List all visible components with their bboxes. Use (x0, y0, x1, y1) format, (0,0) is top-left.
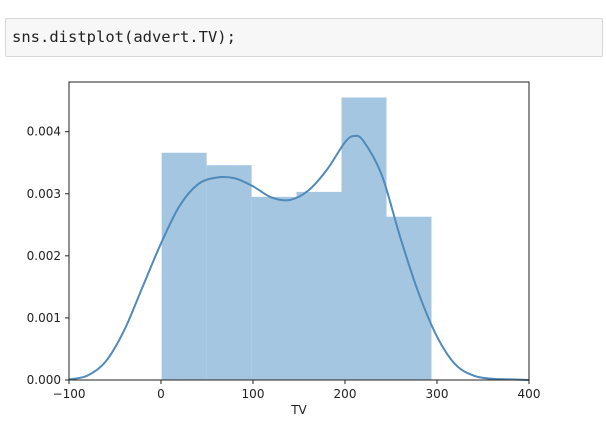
kde-curve (68, 134, 530, 381)
y-tick-label: 0.000 (27, 373, 61, 387)
x-tick-label: 400 (518, 387, 541, 401)
y-tick-label: 0.001 (27, 311, 61, 325)
histogram-bars (161, 97, 432, 381)
x-tick-label: 200 (334, 387, 357, 401)
x-axis-ticks: −100 0 100 200 300 400 (53, 380, 541, 401)
y-axis-ticks: 0.000 0.001 0.002 0.003 0.004 (27, 125, 69, 387)
axes-frame (68, 81, 530, 381)
histogram-bar (251, 196, 297, 380)
code-cell[interactable]: sns.distplot(advert.TV); (5, 18, 603, 57)
histogram-bar (206, 165, 252, 380)
x-tick-label: 100 (242, 387, 265, 401)
y-tick-label: 0.003 (27, 187, 61, 201)
histogram-bar (386, 216, 432, 380)
x-tick-label: 300 (426, 387, 449, 401)
histogram-bar (296, 191, 342, 380)
x-tick-label: 0 (157, 387, 165, 401)
histogram-bar (341, 97, 387, 381)
code-cell-source[interactable]: sns.distplot(advert.TV); (12, 28, 236, 46)
y-tick-label: 0.004 (27, 125, 61, 139)
y-tick-label: 0.002 (27, 249, 61, 263)
x-tick-label: −100 (53, 387, 86, 401)
x-axis-label: TV (290, 403, 307, 417)
histogram-bar (161, 152, 207, 380)
